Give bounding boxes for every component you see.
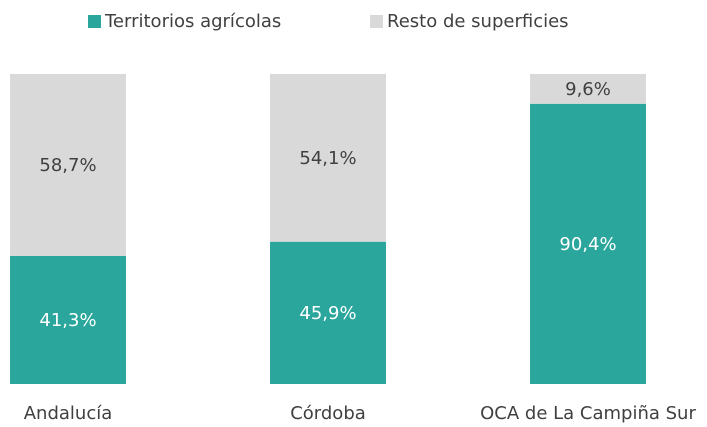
bar-segment <box>10 74 126 256</box>
legend-swatch <box>88 15 101 28</box>
bar-segment <box>270 241 386 384</box>
data-label: 54,1% <box>299 148 356 169</box>
legend-label: Territorios agrícolas <box>104 11 281 32</box>
data-label: 45,9% <box>299 303 356 324</box>
bar-segment <box>530 103 646 384</box>
data-label: 9,6% <box>565 79 611 100</box>
x-tick-label: Córdoba <box>290 403 366 424</box>
data-label: 90,4% <box>559 234 616 255</box>
data-label: 41,3% <box>39 310 96 331</box>
legend-label: Resto de superficies <box>387 11 569 32</box>
legend-swatch <box>370 15 383 28</box>
bar-segment <box>530 74 646 104</box>
bar-segment <box>10 255 126 384</box>
data-label: 58,7% <box>39 155 96 176</box>
x-tick-label: Andalucía <box>24 403 113 424</box>
bar-segment <box>270 74 386 242</box>
x-tick-label: OCA de La Campiña Sur <box>480 403 696 424</box>
